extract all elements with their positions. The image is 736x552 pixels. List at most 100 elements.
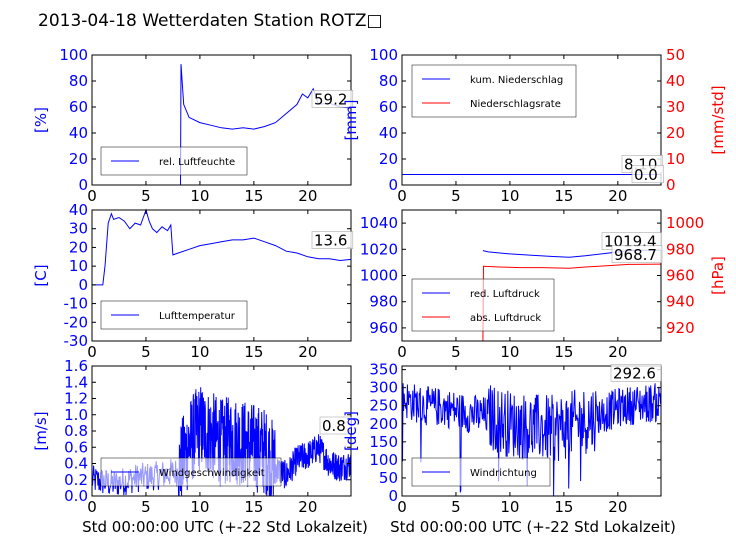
- y-tick-label: 150: [369, 433, 398, 451]
- value-box-text: 59.2: [314, 90, 347, 108]
- y-tick-label: 0.2: [64, 471, 88, 489]
- series-line-2: [482, 263, 662, 342]
- y-right-tick-label: 50: [666, 46, 685, 64]
- value-box-frame: [631, 165, 664, 184]
- x-tick-label: 5: [141, 498, 151, 516]
- current-value-box: 292.6: [610, 364, 662, 382]
- panel-pressure: 0 5 10 15 20 960 980 1000 1020 1040 920 940 960 980 10…: [360, 209, 727, 361]
- figure-title: 2013-04-18 Wetterdaten Station ROTZ□: [38, 11, 383, 31]
- x-tick-label: 10: [500, 498, 519, 516]
- y-tick-label: 100: [369, 451, 398, 469]
- x-tick-label: 20: [298, 343, 317, 361]
- legend-label: Lufttemperatur: [159, 311, 236, 322]
- legend: rel. Luftfeuchte: [100, 146, 248, 176]
- x-tick-label: 15: [554, 343, 573, 361]
- value-box-frame: [311, 90, 354, 108]
- legend: Lufttemperatur: [100, 300, 248, 330]
- x-tick-label: 0: [397, 498, 407, 516]
- y-axis-label-right: [mm/std]: [709, 85, 727, 154]
- y-axis-label: [m/s]: [32, 411, 50, 450]
- y-tick-label: 40: [69, 201, 88, 219]
- y-tick-label: 0.4: [64, 455, 88, 473]
- y-right-tick-label: 940: [666, 293, 695, 311]
- y-tick-label: 10: [69, 257, 88, 275]
- y-tick-label: 1.4: [64, 373, 88, 391]
- x-tick-label: 0: [87, 187, 97, 205]
- legend-label: abs. Luftdruck: [470, 313, 541, 324]
- current-value-box: 968.7: [611, 245, 663, 264]
- y-right-tick-label: 920: [666, 319, 695, 337]
- x-tick-label: 15: [554, 187, 573, 205]
- x-tick-label: 10: [500, 187, 519, 205]
- y-right-tick-label: 20: [666, 124, 685, 142]
- x-tick-label: 5: [141, 343, 151, 361]
- x-tick-label: 20: [298, 187, 317, 205]
- y-tick-label: -30: [64, 332, 89, 350]
- y-tick-label: 1.2: [64, 390, 88, 408]
- plot-frame: [91, 209, 352, 342]
- current-value-box: 59.2: [311, 90, 354, 108]
- x-tick-label: 5: [141, 187, 151, 205]
- plot-frame: [401, 365, 662, 497]
- y-tick-label: 40: [379, 124, 398, 142]
- x-tick-label: 20: [608, 343, 627, 361]
- legend: Windgeschwindigkeit: [100, 457, 282, 487]
- x-tick-label: 15: [554, 498, 573, 516]
- x-tick-label: 0: [87, 498, 97, 516]
- value-box-text: 292.6: [613, 364, 656, 382]
- y-tick-label: 50: [379, 469, 398, 487]
- current-value-box: 0.0: [631, 165, 664, 184]
- y-tick-label: 40: [69, 124, 88, 142]
- plot-frame: [91, 54, 352, 186]
- y-tick-label: 60: [69, 98, 88, 116]
- y-tick-label: 0: [388, 176, 398, 194]
- y-tick-label: 20: [379, 150, 398, 168]
- x-tick-label: 10: [500, 343, 519, 361]
- panel-temperature: 0 5 10 15 20-30-20-10010203040[C]Lufttempera…: [32, 201, 354, 361]
- y-tick-label: 960: [369, 319, 398, 337]
- x-axis-label-left: Std 00:00:00 UTC (+-22 Std Lokalzeit): [82, 518, 368, 536]
- x-tick-label: 15: [244, 343, 263, 361]
- y-tick-label: 20: [69, 150, 88, 168]
- legend-box: [100, 146, 248, 176]
- y-right-tick-label: 10: [666, 150, 685, 168]
- y-tick-label: 0: [78, 176, 88, 194]
- x-tick-label: 0: [87, 343, 97, 361]
- value-box-text: 0.8: [322, 417, 346, 435]
- y-tick-label: 80: [379, 72, 398, 90]
- y-right-tick-label: 1000: [666, 214, 704, 232]
- y-axis-label: [C]: [32, 264, 50, 286]
- y-right-tick-label: 0: [666, 176, 676, 194]
- current-value-box: 13.6: [311, 231, 354, 250]
- value-box-frame: [319, 416, 352, 435]
- y-tick-label: 1040: [360, 214, 398, 232]
- x-tick-label: 20: [298, 498, 317, 516]
- y-tick-label: 1.6: [64, 357, 88, 375]
- x-tick-label: 0: [397, 187, 407, 205]
- legend: red. Luftdruck abs. Luftdruck: [411, 278, 555, 332]
- legend-box: [411, 64, 577, 118]
- y-tick-label: 0: [78, 276, 88, 294]
- panel-humidity: 0 5 10 15 20 0 20 40 60 80 100 [%] rel. Luftfeuchte 5…: [32, 46, 354, 205]
- y-tick-label: 1020: [360, 240, 398, 258]
- y-tick-label: 0.8: [64, 422, 88, 440]
- y-tick-label: 1000: [360, 267, 398, 285]
- x-axis-label-right: Std 00:00:00 UTC (+-22 Std Lokalzeit): [390, 518, 676, 536]
- y-tick-label: 20: [69, 238, 88, 256]
- legend-label: Niederschlagsrate: [470, 99, 561, 110]
- y-tick-label: 80: [69, 72, 88, 90]
- y-tick-label: 60: [379, 98, 398, 116]
- x-tick-label: 10: [190, 187, 209, 205]
- x-tick-label: 10: [190, 498, 209, 516]
- x-tick-label: 20: [608, 498, 627, 516]
- y-right-tick-label: 960: [666, 267, 695, 285]
- panel-wind_direction: 0 5 10 15 20050100150200250300350[deg]Windri…: [342, 361, 662, 516]
- x-tick-label: 5: [451, 187, 461, 205]
- plot-frame: [401, 54, 662, 186]
- current-value-box: 0.8: [319, 416, 352, 435]
- value-box-frame: [611, 245, 663, 264]
- legend-label: Windrichtung: [470, 468, 537, 479]
- series-line-1: [92, 208, 352, 286]
